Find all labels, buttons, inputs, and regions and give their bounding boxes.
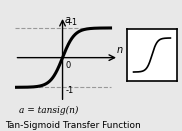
Text: a: a	[65, 15, 71, 25]
Text: Tan-Sigmoid Transfer Function: Tan-Sigmoid Transfer Function	[5, 121, 141, 130]
Text: 0: 0	[65, 61, 70, 70]
Text: a = tansig(n): a = tansig(n)	[19, 106, 79, 115]
Text: -1: -1	[65, 86, 73, 95]
Text: +1: +1	[65, 18, 77, 27]
Text: n: n	[117, 45, 123, 55]
